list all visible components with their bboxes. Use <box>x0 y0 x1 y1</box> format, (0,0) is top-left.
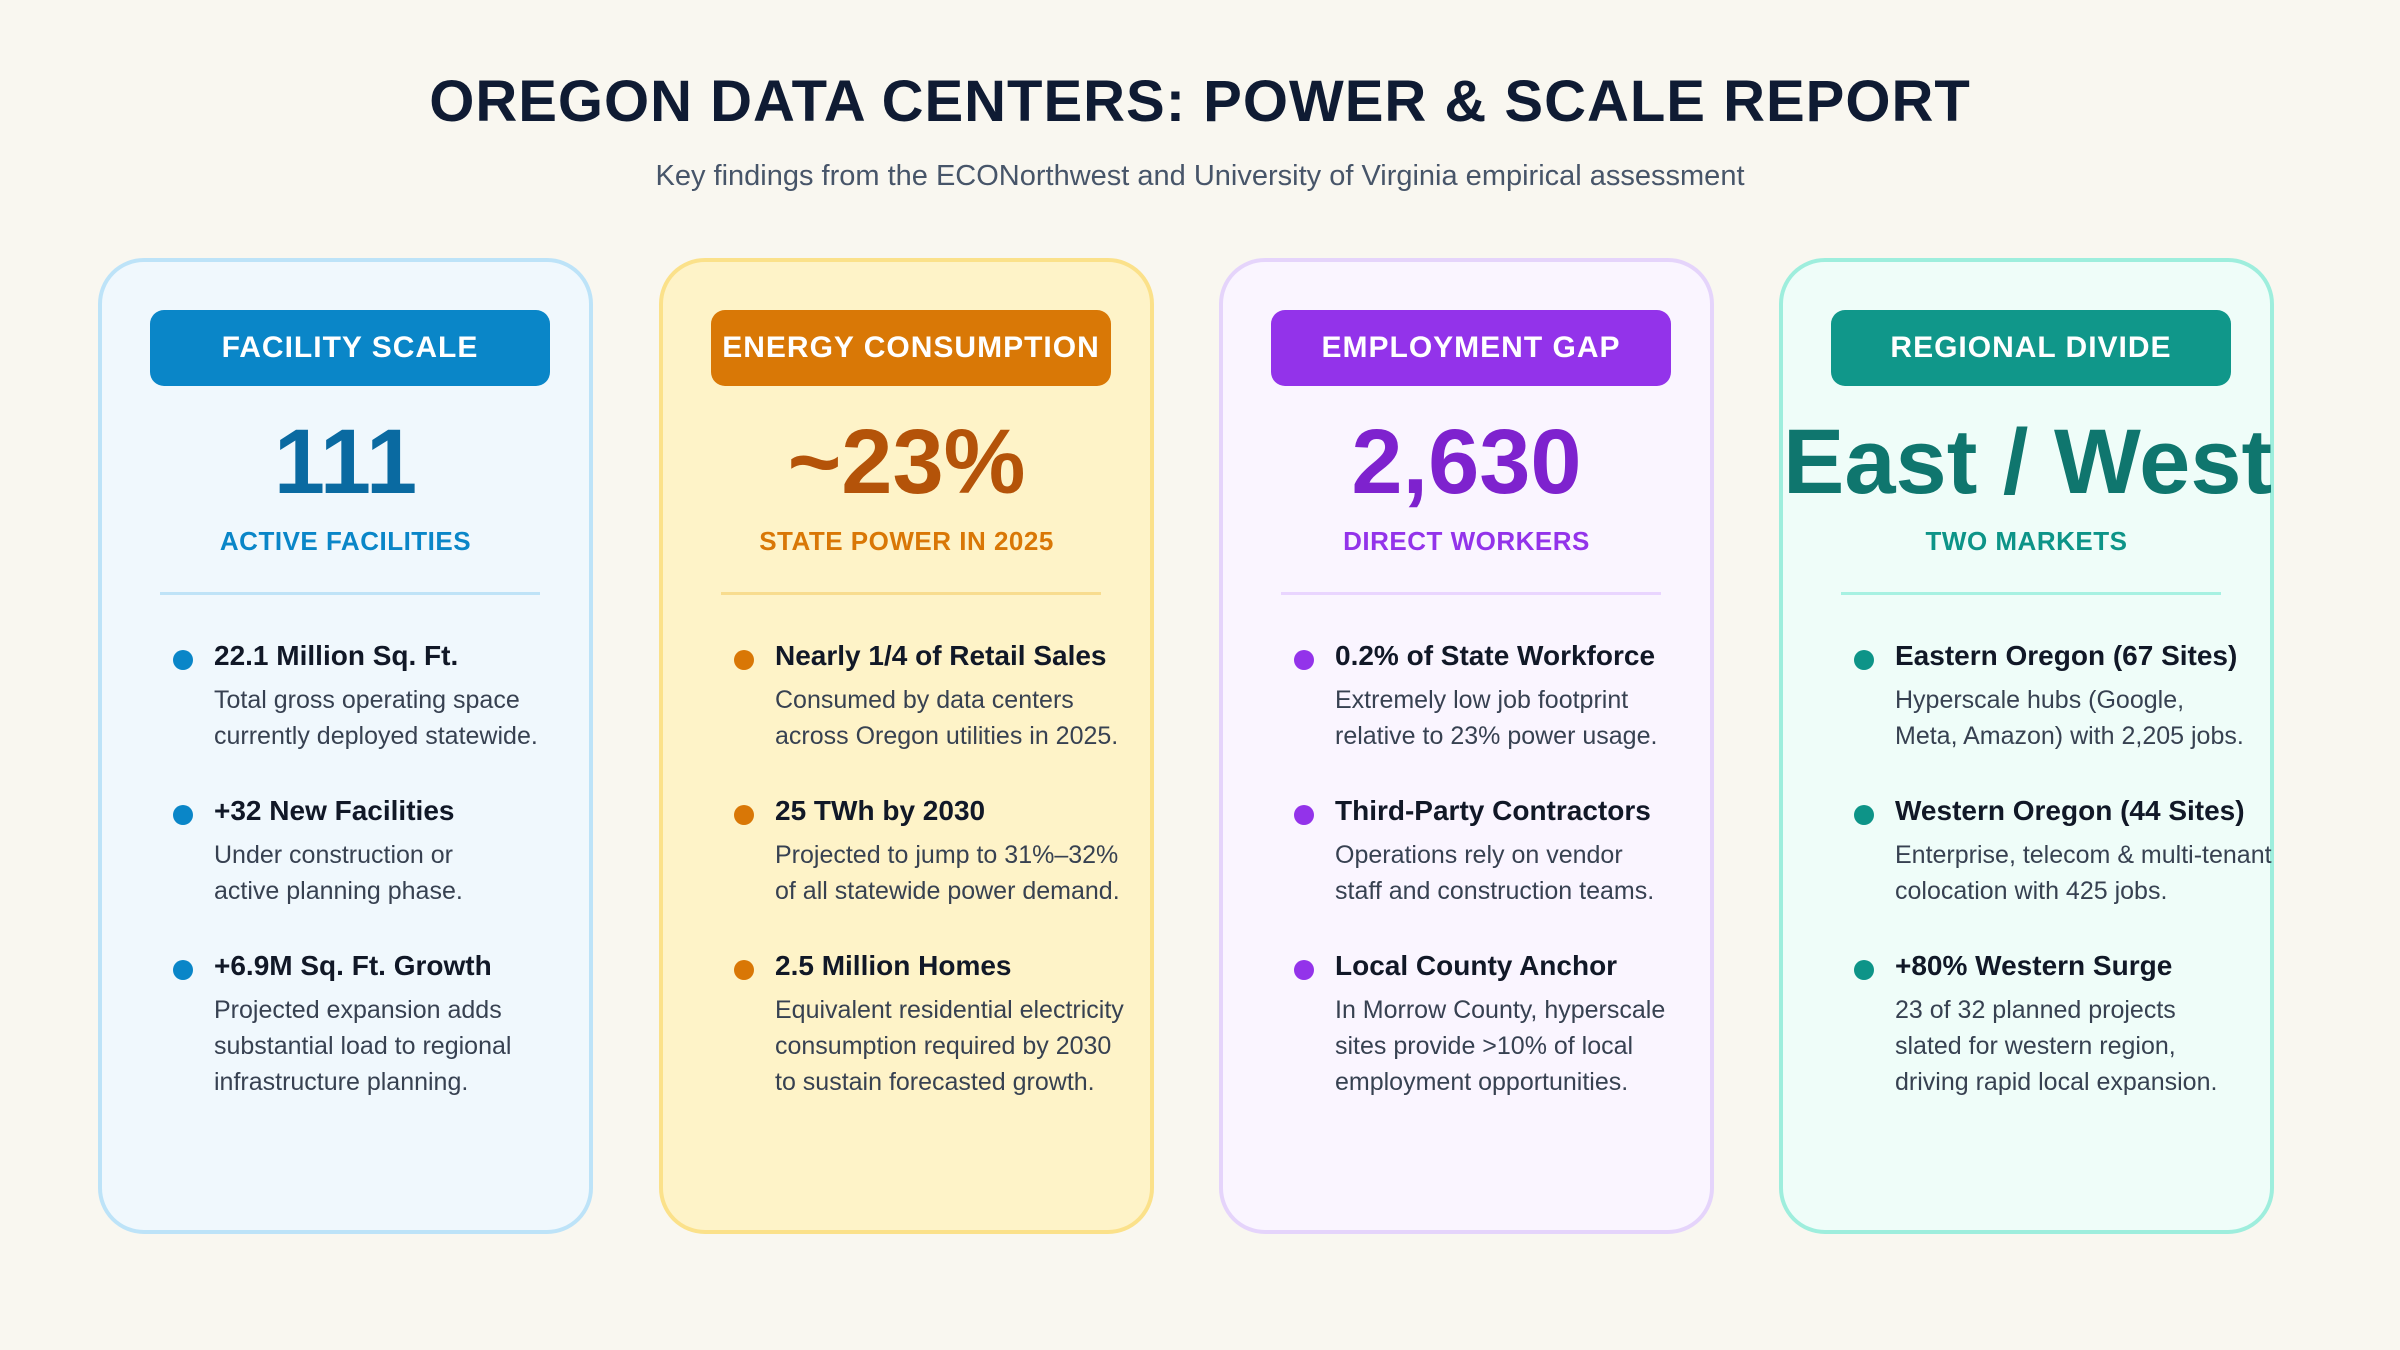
card-divider <box>1841 592 2221 595</box>
card-divider <box>721 592 1101 595</box>
bullet-dot-icon <box>173 960 193 980</box>
card-employment-gap: EMPLOYMENT GAP 2,630 DIRECT WORKERS 0.2%… <box>1219 258 1714 1234</box>
item-body: Under construction or active planning ph… <box>214 841 463 905</box>
item-body: Extremely low job footprint relative to … <box>1335 686 1658 750</box>
bullet-dot-icon <box>173 805 193 825</box>
item-body: Projected expansion adds substantial loa… <box>214 996 512 1096</box>
bullet-dot-icon <box>734 650 754 670</box>
item-heading: +32 New Facilities <box>214 795 455 826</box>
card-stat-label: TWO MARKETS <box>1925 526 2128 556</box>
card-stat-label: STATE POWER IN 2025 <box>759 526 1054 556</box>
card-badge: ENERGY CONSUMPTION <box>711 310 1111 386</box>
page-subtitle: Key findings from the ECONorthwest and U… <box>655 160 1745 192</box>
card-big-stat: ~23% <box>787 411 1026 513</box>
card-divider <box>1281 592 1661 595</box>
bullet-dot-icon <box>173 650 193 670</box>
card-stat-label: DIRECT WORKERS <box>1343 526 1590 556</box>
page-title: OREGON DATA CENTERS: POWER & SCALE REPOR… <box>429 69 1971 134</box>
item-heading: 0.2% of State Workforce <box>1335 640 1656 671</box>
item-heading: Nearly 1/4 of Retail Sales <box>775 640 1107 671</box>
item-heading: 25 TWh by 2030 <box>775 795 986 826</box>
item-heading: Eastern Oregon (67 Sites) <box>1895 640 2238 671</box>
item-body: In Morrow County, hyperscale sites provi… <box>1335 996 1666 1096</box>
bullet-dot-icon <box>1294 960 1314 980</box>
card-badge: EMPLOYMENT GAP <box>1271 310 1671 386</box>
card-badge: FACILITY SCALE <box>150 310 550 386</box>
item-body: Enterprise, telecom & multi-tenant coloc… <box>1895 841 2272 905</box>
card-badge: REGIONAL DIVIDE <box>1831 310 2231 386</box>
card-divider <box>160 592 540 595</box>
stat-cards: FACILITY SCALE 111 ACTIVE FACILITIES 22.… <box>98 258 2302 1241</box>
item-body: 23 of 32 planned projects slated for wes… <box>1895 996 2218 1096</box>
bullet-dot-icon <box>1854 960 1874 980</box>
bullet-dot-icon <box>1854 650 1874 670</box>
item-heading: Local County Anchor <box>1335 950 1618 981</box>
item-heading: 22.1 Million Sq. Ft. <box>214 640 459 671</box>
card-energy-consumption: ENERGY CONSUMPTION ~23% STATE POWER IN 2… <box>659 258 1154 1234</box>
item-body: Consumed by data centers across Oregon u… <box>775 686 1119 750</box>
card-big-stat: 2,630 <box>1351 411 1582 513</box>
card-regional-divide: REGIONAL DIVIDE East / West TWO MARKETS … <box>1779 258 2274 1234</box>
card-big-stat: 111 <box>273 411 418 513</box>
item-body: Operations rely on vendor staff and cons… <box>1335 841 1655 905</box>
item-body: Total gross operating space currently de… <box>214 686 538 750</box>
card-stat-label: ACTIVE FACILITIES <box>219 526 472 556</box>
item-heading: 2.5 Million Homes <box>775 950 1012 981</box>
card-big-stat: East / West <box>1783 411 2273 513</box>
item-body: Equivalent residential electricity consu… <box>775 996 1124 1096</box>
bullet-dot-icon <box>1294 650 1314 670</box>
item-body: Projected to jump to 31%–32% of all stat… <box>775 841 1120 905</box>
item-heading: Third-Party Contractors <box>1335 795 1651 826</box>
item-body: Hyperscale hubs (Google, Meta, Amazon) w… <box>1895 686 2244 750</box>
card-facility-scale: FACILITY SCALE 111 ACTIVE FACILITIES 22.… <box>98 258 593 1234</box>
bullet-dot-icon <box>734 960 754 980</box>
item-heading: +6.9M Sq. Ft. Growth <box>214 950 492 981</box>
bullet-dot-icon <box>1854 805 1874 825</box>
bullet-dot-icon <box>1294 805 1314 825</box>
item-heading: +80% Western Surge <box>1895 950 2173 981</box>
item-heading: Western Oregon (44 Sites) <box>1895 795 2245 826</box>
bullet-dot-icon <box>734 805 754 825</box>
